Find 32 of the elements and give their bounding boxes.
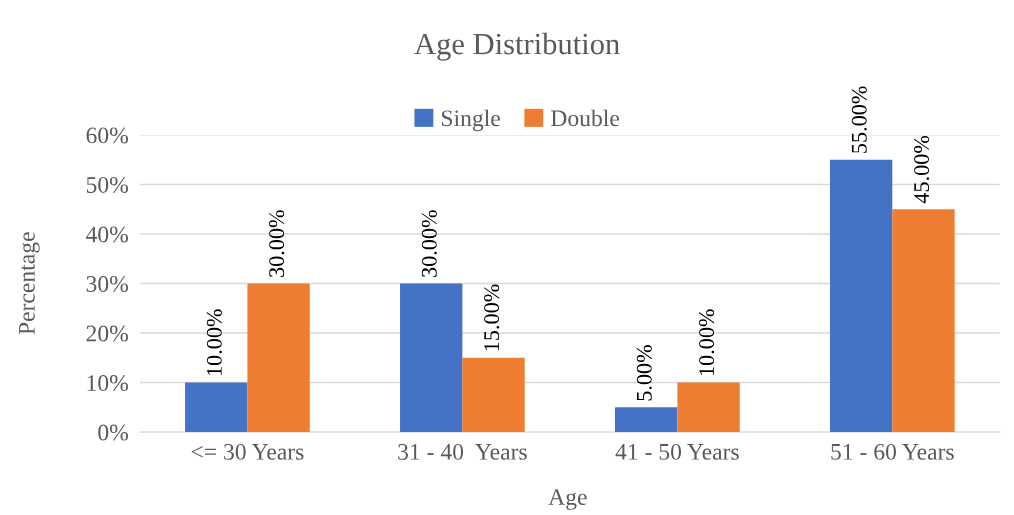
- bar: [247, 283, 310, 433]
- data-label: 10.00%: [206, 309, 222, 376]
- chart-title: Age Distribution: [414, 32, 620, 61]
- x-axis-title: Age: [548, 489, 587, 510]
- x-tick-label: 31 - 40 Years: [398, 443, 527, 460]
- data-label: 45.00%: [914, 135, 930, 204]
- data-label: 30.00%: [421, 210, 437, 277]
- y-tick-label: 10%: [87, 375, 129, 392]
- x-tick-label: 41 - 50 Years: [615, 443, 739, 460]
- bar: [462, 357, 525, 433]
- y-tick-label: 20%: [86, 325, 129, 342]
- data-label: 10.00%: [699, 309, 715, 376]
- data-label: 15.00%: [484, 284, 500, 351]
- bar: [400, 283, 463, 433]
- y-axis-title: Percentage: [19, 232, 40, 335]
- bar: [892, 209, 955, 433]
- y-tick-label: 40%: [86, 226, 129, 243]
- y-tick-label: 30%: [86, 276, 129, 293]
- x-tick-label: 51 - 60 Years: [831, 443, 954, 460]
- data-label: 5.00%: [636, 345, 652, 401]
- legend-label: Double: [551, 109, 620, 127]
- data-label: 55.00%: [851, 86, 867, 153]
- bar: [677, 382, 740, 433]
- bar: [615, 407, 678, 433]
- x-tick-label: <= 30 Years: [191, 443, 304, 460]
- bar: [185, 382, 248, 433]
- y-tick-label: 50%: [86, 176, 129, 193]
- data-label: 30.00%: [269, 210, 285, 277]
- y-tick-label: 0%: [98, 424, 129, 441]
- bar: [829, 159, 893, 433]
- y-tick-label: 60%: [86, 127, 129, 144]
- legend-label: Single: [441, 109, 500, 132]
